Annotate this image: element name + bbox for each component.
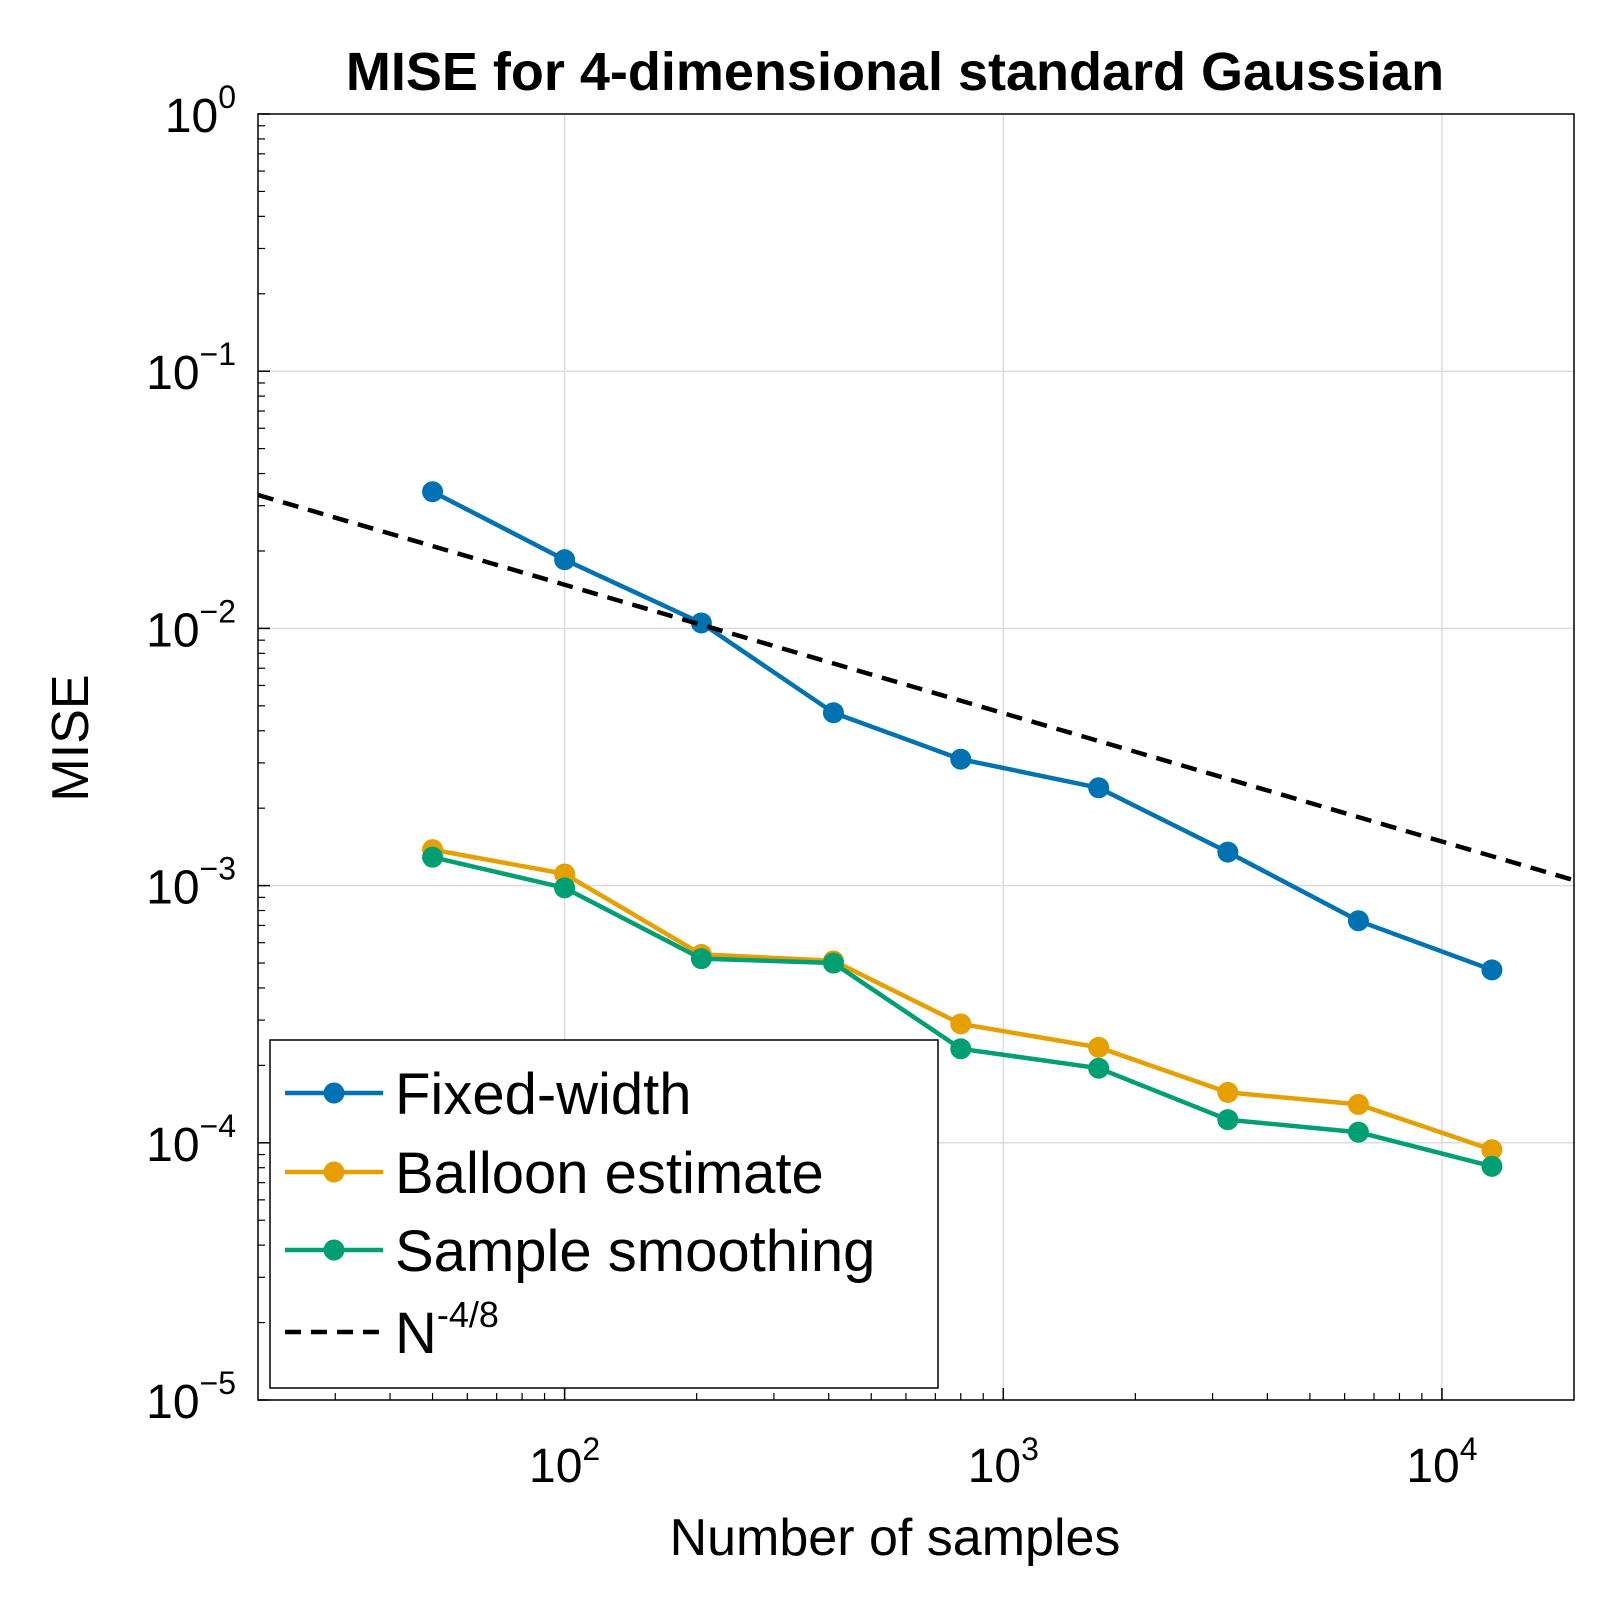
legend: Fixed-width Balloon estimate Sample smooth… bbox=[269, 1039, 939, 1389]
legend-name: Sample smoothing bbox=[395, 1219, 875, 1284]
x-tick-base: 10 bbox=[1406, 1440, 1459, 1493]
x-tick-label: 103 bbox=[968, 1431, 1039, 1493]
y-tick-exponent: −2 bbox=[200, 593, 236, 629]
y-tick-base: 10 bbox=[146, 862, 199, 915]
data-point bbox=[1088, 1057, 1110, 1079]
legend-name-superscript: -4/8 bbox=[437, 1294, 499, 1335]
y-axis-label: MISE bbox=[42, 674, 100, 801]
y-tick-base: 10 bbox=[146, 604, 199, 657]
legend-entry: Sample smoothing bbox=[285, 1219, 875, 1284]
y-tick-exponent: −1 bbox=[200, 336, 236, 372]
legend-label: Balloon estimate bbox=[395, 1141, 824, 1206]
legend-marker bbox=[323, 1082, 345, 1104]
data-point bbox=[422, 481, 444, 503]
data-point bbox=[950, 748, 972, 770]
data-point bbox=[690, 948, 712, 970]
y-tick-label: 10−1 bbox=[146, 336, 236, 400]
y-tick-exponent: −4 bbox=[200, 1108, 236, 1144]
legend-label: Sample smoothing bbox=[395, 1219, 875, 1284]
x-ticks: 102 103 104 bbox=[529, 1388, 1478, 1493]
chart-title: MISE for 4-dimensional standard Gaussian bbox=[346, 42, 1444, 102]
minor-ticks bbox=[258, 125, 1423, 1400]
data-point bbox=[554, 549, 576, 571]
y-tick-base: 10 bbox=[146, 1376, 199, 1429]
x-tick-exponent: 2 bbox=[582, 1431, 600, 1467]
x-tick-label: 102 bbox=[529, 1431, 600, 1493]
x-axis-label: Number of samples bbox=[670, 1509, 1121, 1567]
legend-entry: Fixed-width bbox=[285, 1062, 692, 1127]
data-point bbox=[1347, 1093, 1369, 1115]
x-tick-label: 104 bbox=[1406, 1431, 1477, 1493]
legend-marker bbox=[323, 1239, 345, 1261]
y-tick-label: 100 bbox=[165, 79, 236, 143]
data-point bbox=[1088, 1036, 1110, 1058]
data-point bbox=[690, 612, 712, 634]
plot-frame bbox=[257, 113, 1575, 1401]
x-tick-base: 10 bbox=[968, 1440, 1021, 1493]
y-tick-exponent: −3 bbox=[200, 851, 236, 887]
x-tick-exponent: 4 bbox=[1460, 1431, 1478, 1467]
series-layer bbox=[257, 481, 1575, 1177]
y-tick-base: 10 bbox=[146, 1119, 199, 1172]
legend-entry: N-4/8 bbox=[285, 1294, 499, 1366]
data-point bbox=[1217, 1081, 1239, 1103]
y-tick-label: 10−4 bbox=[146, 1108, 236, 1172]
legend-label: Fixed-width bbox=[395, 1062, 692, 1127]
y-tick-base: 10 bbox=[165, 90, 218, 143]
legend-name: Fixed-width bbox=[395, 1062, 692, 1127]
data-point bbox=[1347, 1121, 1369, 1143]
data-point bbox=[822, 952, 844, 974]
data-point bbox=[1217, 1109, 1239, 1131]
y-tick-label: 10−2 bbox=[146, 593, 236, 657]
data-point bbox=[950, 1038, 972, 1060]
data-point bbox=[554, 877, 576, 899]
series-line bbox=[431, 489, 1493, 973]
legend-entry: Balloon estimate bbox=[285, 1141, 824, 1206]
data-point bbox=[1347, 910, 1369, 932]
x-tick-exponent: 3 bbox=[1021, 1431, 1039, 1467]
data-point bbox=[1088, 777, 1110, 799]
legend-name: Balloon estimate bbox=[395, 1141, 824, 1206]
data-point bbox=[422, 846, 444, 868]
data-point bbox=[1217, 841, 1239, 863]
data-point bbox=[950, 1013, 972, 1035]
series-3 bbox=[257, 492, 1575, 883]
series-line bbox=[257, 492, 1575, 883]
data-point bbox=[1481, 959, 1503, 981]
legend-marker bbox=[323, 1161, 345, 1183]
y-tick-label: 10−3 bbox=[146, 851, 236, 915]
data-point bbox=[822, 702, 844, 724]
series-0 bbox=[422, 481, 1503, 981]
legend-name: N bbox=[395, 1301, 437, 1366]
y-tick-label: 10−5 bbox=[146, 1365, 236, 1429]
legend-label: N-4/8 bbox=[395, 1294, 499, 1366]
x-tick-base: 10 bbox=[529, 1440, 582, 1493]
legend-box bbox=[269, 1039, 939, 1389]
data-point bbox=[1481, 1139, 1503, 1161]
data-point bbox=[1481, 1155, 1503, 1177]
y-tick-base: 10 bbox=[146, 347, 199, 400]
y-tick-exponent: −5 bbox=[200, 1365, 236, 1401]
y-tick-exponent: 0 bbox=[218, 79, 236, 115]
series-2 bbox=[422, 846, 1503, 1177]
